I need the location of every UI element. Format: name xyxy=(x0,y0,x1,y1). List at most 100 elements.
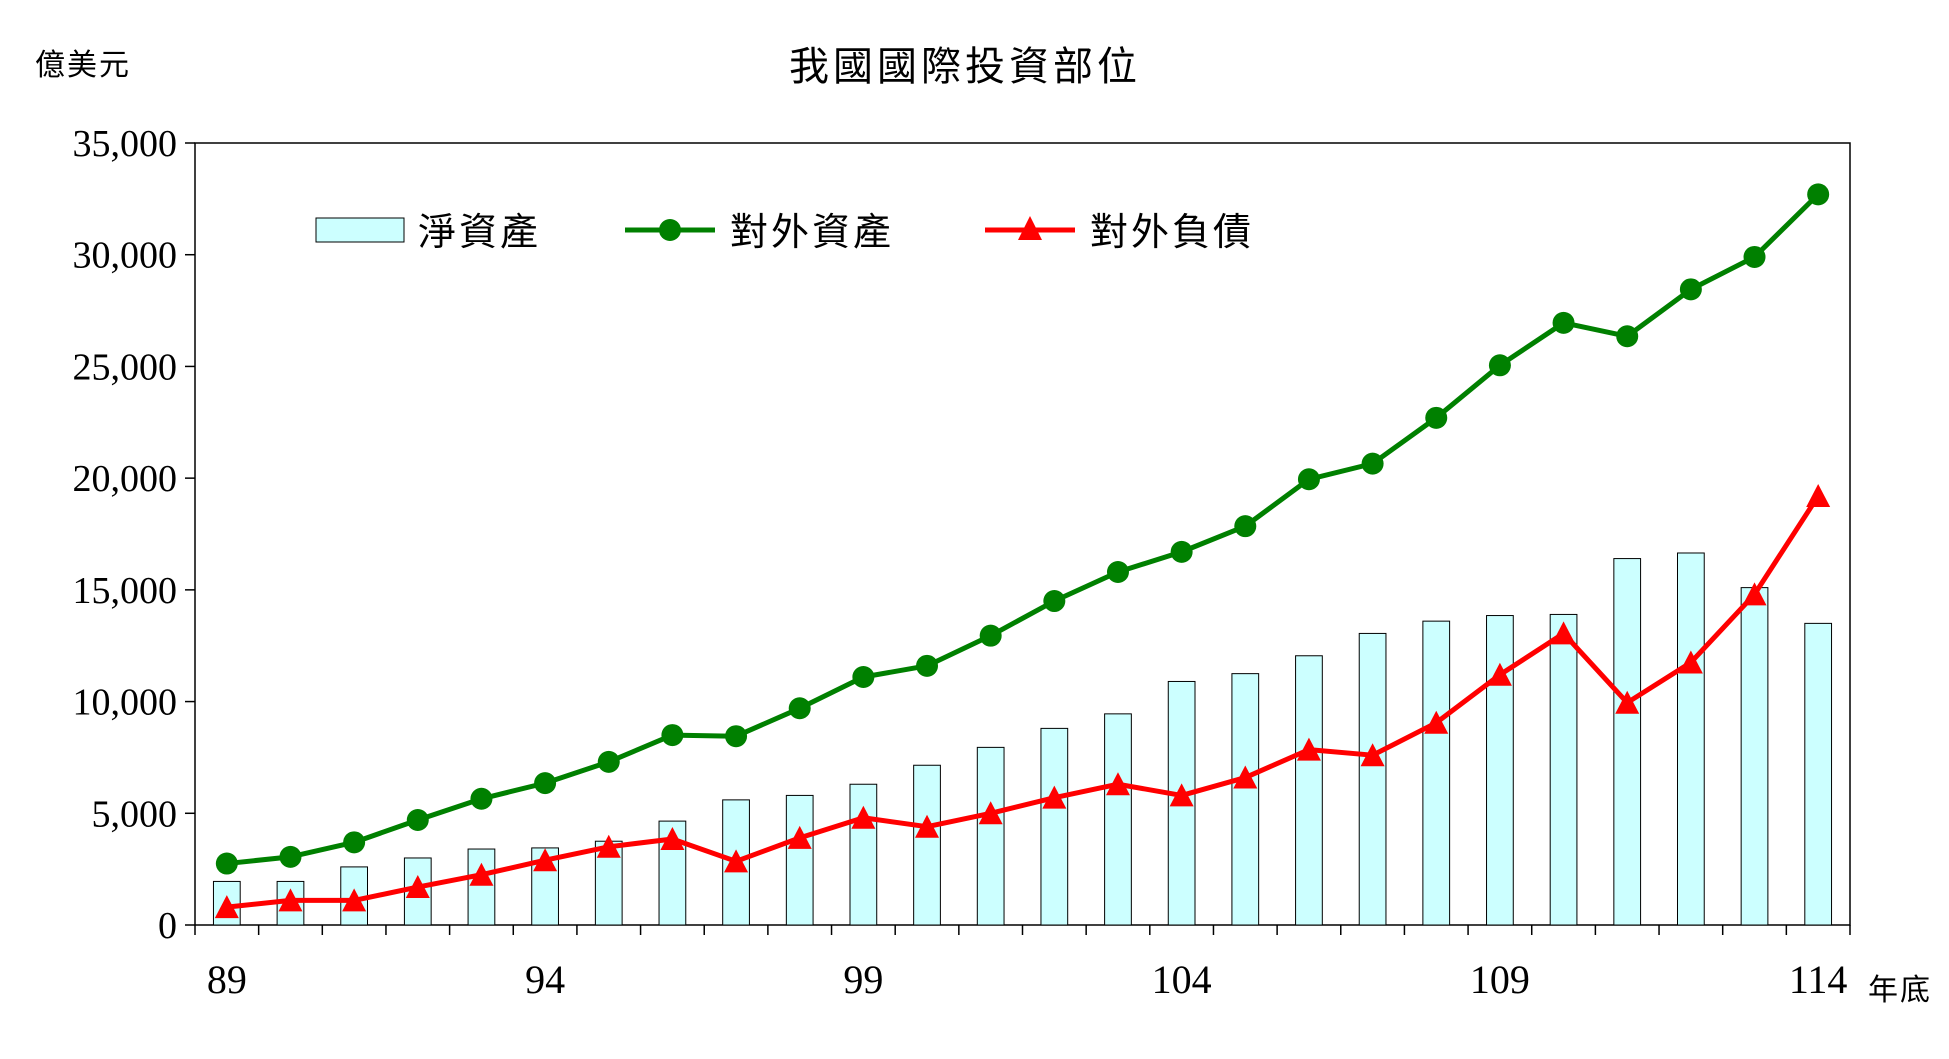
y-axis-unit-label: 億美元 xyxy=(35,48,131,83)
point-external-liabilities-114 xyxy=(1806,484,1831,508)
point-external-assets-99 xyxy=(852,665,875,688)
legend-marker-external-liabilities xyxy=(1018,216,1042,240)
bar-net-assets-111 xyxy=(1613,558,1642,926)
point-external-liabilities-110 xyxy=(1551,621,1576,645)
point-external-assets-109 xyxy=(1488,354,1511,377)
point-external-liabilities-89 xyxy=(214,895,239,919)
point-external-liabilities-108 xyxy=(1424,710,1449,734)
point-external-liabilities-94 xyxy=(533,848,558,872)
x-axis: 89 94 99 104 109 114 xyxy=(194,925,1851,1002)
point-external-liabilities-90 xyxy=(278,888,303,912)
point-external-assets-90 xyxy=(279,845,302,868)
point-external-assets-104 xyxy=(1170,540,1193,563)
bar-net-assets-100 xyxy=(913,764,941,926)
legend-label-external-assets: 對外資產 xyxy=(730,210,894,254)
point-external-assets-101 xyxy=(979,624,1002,647)
point-external-liabilities-95 xyxy=(596,834,621,858)
point-external-liabilities-101 xyxy=(978,801,1003,825)
point-external-assets-97 xyxy=(725,725,748,748)
x-tick-label: 109 xyxy=(1470,957,1530,1002)
point-external-liabilities-103 xyxy=(1105,772,1130,796)
point-external-assets-98 xyxy=(788,697,811,720)
point-external-liabilities-92 xyxy=(405,875,430,899)
point-external-liabilities-102 xyxy=(1042,785,1067,809)
point-external-assets-94 xyxy=(534,772,557,795)
x-tick-label: 114 xyxy=(1789,957,1848,1002)
point-external-assets-111 xyxy=(1616,325,1639,348)
y-tick-label: 30,000 xyxy=(73,235,178,277)
point-external-assets-113 xyxy=(1743,245,1766,268)
bar-net-assets-112 xyxy=(1676,552,1705,926)
point-external-liabilities-112 xyxy=(1678,650,1703,674)
point-external-liabilities-97 xyxy=(724,849,749,873)
point-external-liabilities-93 xyxy=(469,862,494,886)
x-tick-label: 99 xyxy=(843,957,883,1002)
bar-net-assets-107 xyxy=(1358,632,1387,926)
point-external-assets-95 xyxy=(597,750,620,773)
bar-net-assets-99 xyxy=(849,783,878,926)
bar-net-assets-109 xyxy=(1486,615,1514,926)
y-tick-label: 25,000 xyxy=(73,346,178,388)
bar-net-assets-108 xyxy=(1422,620,1451,926)
point-external-liabilities-100 xyxy=(915,814,940,838)
point-external-liabilities-113 xyxy=(1742,582,1767,606)
point-external-assets-106 xyxy=(1297,468,1320,491)
y-tick-label: 20,000 xyxy=(73,458,178,500)
chart-title: 我國國際投資部位 xyxy=(789,44,1141,90)
point-external-liabilities-106 xyxy=(1296,737,1321,761)
x-axis-unit-label: 年底 xyxy=(1868,973,1932,1008)
bar-net-assets-103 xyxy=(1104,713,1132,926)
bar-net-assets-113 xyxy=(1740,587,1769,926)
bar-net-assets-105 xyxy=(1231,673,1260,926)
bar-net-assets-98 xyxy=(785,794,814,926)
point-external-assets-107 xyxy=(1361,452,1384,475)
legend-label-net-assets: 淨資產 xyxy=(418,210,541,254)
point-external-liabilities-111 xyxy=(1615,690,1640,714)
line-external-assets xyxy=(226,192,1820,867)
legend-swatch-net-assets xyxy=(315,217,405,243)
point-external-liabilities-107 xyxy=(1360,743,1385,767)
bar-net-assets-102 xyxy=(1040,727,1069,926)
point-external-liabilities-105 xyxy=(1233,765,1258,789)
x-tick-label: 94 xyxy=(525,957,565,1002)
legend: 淨資產 對外資產 對外負債 xyxy=(315,210,1254,254)
bar-net-assets-110 xyxy=(1549,613,1578,926)
point-external-liabilities-98 xyxy=(787,825,812,849)
point-external-liabilities-91 xyxy=(342,888,367,912)
point-external-assets-108 xyxy=(1425,406,1448,429)
point-external-assets-114 xyxy=(1807,183,1830,206)
y-tick-label: 5,000 xyxy=(92,793,178,835)
point-external-assets-93 xyxy=(470,787,493,810)
point-external-assets-110 xyxy=(1552,311,1575,334)
y-tick-label: 0 xyxy=(158,905,177,947)
x-tick-label: 104 xyxy=(1152,957,1212,1002)
bar-net-assets-93 xyxy=(467,848,496,926)
point-external-assets-89 xyxy=(215,852,238,875)
point-external-assets-102 xyxy=(1043,590,1066,613)
line-series xyxy=(214,183,1831,919)
bar-series xyxy=(212,552,1833,926)
point-external-liabilities-109 xyxy=(1487,662,1512,686)
point-external-assets-91 xyxy=(343,831,366,854)
y-tick-label: 35,000 xyxy=(73,123,178,165)
bar-net-assets-101 xyxy=(976,746,1005,926)
point-external-liabilities-104 xyxy=(1169,783,1194,807)
x-tick-label: 89 xyxy=(207,957,247,1002)
point-external-assets-112 xyxy=(1679,278,1702,301)
point-external-liabilities-99 xyxy=(851,805,876,829)
bar-net-assets-106 xyxy=(1295,655,1323,926)
point-external-assets-103 xyxy=(1106,560,1129,583)
line-external-liabilities xyxy=(226,494,1821,910)
legend-marker-external-assets xyxy=(659,219,681,241)
point-external-assets-92 xyxy=(406,808,429,831)
y-tick-label: 15,000 xyxy=(73,570,178,612)
bar-net-assets-114 xyxy=(1804,622,1833,926)
y-axis: 0 5,000 10,000 15,000 20,000 25,000 30,000 35,0… xyxy=(73,123,195,947)
point-external-assets-96 xyxy=(661,724,684,747)
point-external-assets-105 xyxy=(1234,515,1257,538)
legend-label-external-liabilities: 對外負債 xyxy=(1090,210,1254,254)
point-external-liabilities-96 xyxy=(660,826,685,850)
point-external-assets-100 xyxy=(916,654,939,677)
y-tick-label: 10,000 xyxy=(73,682,178,724)
